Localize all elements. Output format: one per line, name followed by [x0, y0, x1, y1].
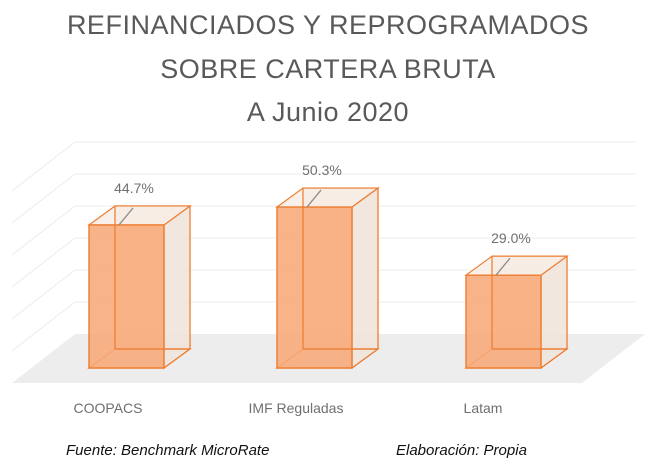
leader-line [306, 189, 322, 208]
side-gridline [11, 301, 76, 352]
data-label: 50.3% [302, 162, 342, 178]
leader-line [495, 257, 511, 276]
bar [275, 186, 380, 370]
bar-side-face [163, 204, 191, 370]
side-gridline [11, 173, 76, 224]
category-label: IMF Reguladas [249, 400, 344, 416]
bar-series [87, 186, 569, 370]
bar [464, 255, 569, 370]
side-gridline [11, 237, 76, 288]
source-note: Fuente: Benchmark MicroRate [66, 442, 270, 459]
bar-front-face [276, 206, 353, 369]
bar-front-face [88, 224, 165, 369]
data-label: 29.0% [491, 230, 531, 246]
category-label: Latam [464, 400, 503, 416]
bar-front-face [465, 274, 542, 369]
bar [87, 204, 192, 370]
leader-line [118, 207, 134, 226]
side-gridline [11, 205, 76, 256]
author-note: Elaboración: Propia [396, 442, 527, 459]
category-axis: COOPACS IMF Reguladas Latam [74, 400, 503, 416]
bar-side-face [351, 186, 379, 370]
chart-title-line-1: REFINANCIADOS Y REPROGRAMADOS [66, 10, 590, 40]
chart-title-line-3: A Junio 2020 [246, 97, 410, 127]
data-label: 44.7% [114, 180, 154, 196]
side-gridline [11, 269, 76, 320]
data-labels: 44.7% 50.3% 29.0% [114, 162, 531, 276]
chart-title-line-2: SOBRE CARTERA BRUTA [160, 54, 496, 84]
category-label: COOPACS [74, 400, 143, 416]
side-gridline [11, 141, 76, 192]
